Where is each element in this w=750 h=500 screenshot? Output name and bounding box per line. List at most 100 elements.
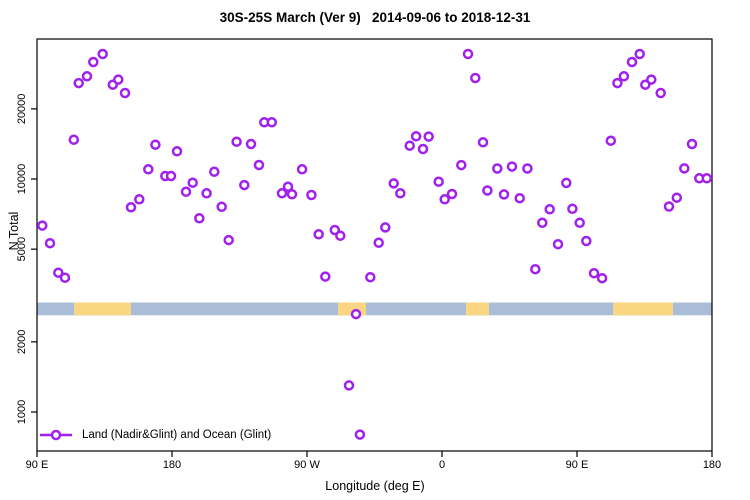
data-point <box>231 136 242 147</box>
legend-label: Land (Nadir&Glint) and Ocean (Glint) <box>82 429 272 441</box>
data-point <box>506 161 518 172</box>
data-point <box>679 163 690 174</box>
data-point <box>373 237 384 248</box>
data-point <box>88 56 99 68</box>
plot-frame <box>36 38 713 452</box>
data-point <box>134 194 145 205</box>
y-tick-label: 20000 <box>16 94 28 125</box>
data-point <box>68 134 80 145</box>
land-band-segment <box>613 302 673 316</box>
data-point <box>462 48 474 60</box>
data-point <box>417 143 429 155</box>
data-point <box>646 74 657 85</box>
data-point <box>171 146 183 157</box>
data-point <box>306 189 317 201</box>
data-point <box>223 234 234 246</box>
data-point <box>446 188 458 200</box>
data-point <box>561 177 572 189</box>
data-point <box>477 137 489 148</box>
x-tick-label: 90 E <box>566 459 589 471</box>
data-point <box>253 159 265 171</box>
data-point <box>180 186 192 197</box>
data-point <box>612 77 623 89</box>
data-point <box>544 204 555 215</box>
data-point <box>456 159 467 171</box>
land-band-segment <box>466 302 489 316</box>
data-point <box>282 181 294 192</box>
data-point <box>187 177 198 188</box>
data-point <box>335 230 346 241</box>
ocean-band <box>37 302 712 316</box>
data-point <box>410 131 422 142</box>
data-point <box>567 203 578 215</box>
data-point <box>552 238 564 250</box>
x-tick-label: 90 E <box>26 459 49 471</box>
land-band-segment <box>74 302 132 316</box>
data-point <box>201 188 212 199</box>
data-point <box>266 117 278 128</box>
data-point <box>216 201 227 213</box>
y-tick-label: 5000 <box>16 237 28 261</box>
data-point <box>423 131 434 142</box>
data-point <box>626 56 638 68</box>
data-point <box>53 267 64 278</box>
data-point <box>194 213 205 224</box>
x-axis-title: Longitude (deg E) <box>325 479 425 493</box>
data-point <box>498 189 510 200</box>
data-point <box>150 139 161 150</box>
data-point <box>588 267 600 279</box>
data-point <box>113 74 124 85</box>
data-point <box>634 48 645 60</box>
data-point <box>313 229 324 240</box>
data-point <box>701 173 713 184</box>
data-point <box>655 87 666 99</box>
data-point <box>81 71 93 82</box>
data-point <box>296 164 308 175</box>
data-point <box>119 87 131 99</box>
data-point <box>537 217 548 229</box>
data-point <box>343 380 355 391</box>
x-tick-label: 180 <box>163 459 181 471</box>
data-point <box>596 272 608 284</box>
data-point <box>245 138 257 150</box>
data-point <box>605 135 617 146</box>
data-point <box>663 201 675 212</box>
data-point <box>350 308 362 320</box>
data-point <box>470 72 481 84</box>
data-point <box>97 48 108 60</box>
data-point <box>125 202 137 213</box>
data-point <box>482 185 493 196</box>
data-point <box>73 77 84 89</box>
data-point <box>365 271 376 283</box>
x-tick-label: 90 W <box>294 459 320 471</box>
data-point <box>574 217 585 229</box>
legend-marker-icon <box>40 429 72 441</box>
data-point <box>492 163 503 174</box>
y-tick-label: 2000 <box>16 330 28 354</box>
data-point <box>44 237 56 249</box>
data-point <box>581 235 592 247</box>
data-point <box>286 189 298 200</box>
data-point <box>618 71 630 82</box>
x-tick-label: 180 <box>703 459 721 471</box>
data-point <box>37 220 48 231</box>
data-point <box>239 179 250 191</box>
data-point <box>433 176 444 187</box>
data-point <box>530 263 541 275</box>
data-point <box>354 429 366 440</box>
legend: Land (Nadir&Glint) and Ocean (Glint) <box>39 428 271 442</box>
data-point <box>404 140 415 151</box>
data-point <box>143 164 154 175</box>
data-point <box>276 188 288 199</box>
y-tick-label: 10000 <box>16 164 28 195</box>
data-point <box>686 138 698 150</box>
chart-title: 30S-25S March (Ver 9) 2014-09-06 to 2018… <box>219 10 531 25</box>
data-point <box>380 222 391 233</box>
data-point <box>522 163 533 174</box>
x-tick-label: 0 <box>439 459 445 471</box>
data-point <box>671 192 683 203</box>
data-point <box>395 188 406 199</box>
data-point <box>388 178 399 189</box>
y-tick-label: 1000 <box>16 400 28 424</box>
